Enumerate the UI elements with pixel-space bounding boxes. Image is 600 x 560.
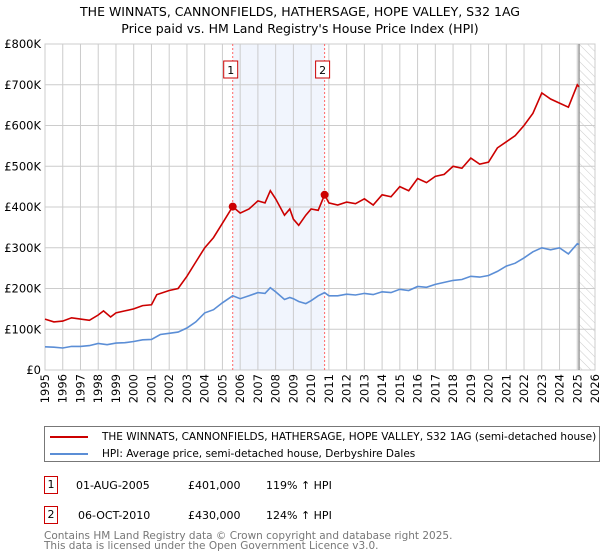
x-tick-label: 2025	[570, 374, 584, 403]
x-tick-label: 2008	[269, 374, 283, 403]
y-tick-label: £500K	[4, 159, 41, 173]
sale-row: 1 01-AUG-2005 £401,000 119% ↑ HPI	[44, 476, 332, 494]
x-tick-label: 2020	[482, 374, 496, 403]
x-tick-label: 2022	[517, 374, 531, 403]
x-tick-label: 2001	[144, 374, 158, 403]
hpi-line	[44, 242, 580, 349]
x-tick-label: 2007	[251, 374, 265, 403]
footer-line: Contains HM Land Registry data © Crown c…	[44, 530, 453, 542]
sale-point	[320, 190, 329, 199]
x-tick-label: 2024	[553, 374, 567, 403]
sale-date: 06-OCT-2010	[78, 508, 151, 522]
x-tick-label: 2000	[127, 374, 141, 403]
x-tick-label: 1997	[73, 374, 87, 403]
x-tick-label: 2018	[446, 374, 460, 403]
sale-marker: 1	[44, 476, 58, 494]
subtitle-line: Price paid vs. HM Land Registry's House …	[121, 21, 479, 36]
legend-label: HPI: Average price, semi-detached house,…	[102, 448, 416, 460]
x-tick-label: 2010	[304, 374, 318, 403]
x-tick-label: 2004	[198, 374, 212, 403]
legend-swatch-blue	[50, 453, 88, 455]
x-tick-label: 2011	[322, 374, 336, 403]
legend-item-property: THE WINNATS, CANNONFIELDS, HATHERSAGE, H…	[50, 431, 596, 443]
y-tick-label: £800K	[4, 37, 41, 51]
sale-hpi: 124% ↑ HPI	[266, 508, 332, 522]
sale-point	[228, 202, 237, 211]
property-price-line	[44, 83, 580, 323]
x-tick-label: 2015	[393, 374, 407, 403]
y-tick-label: £400K	[4, 200, 41, 214]
x-tick-label: 1996	[56, 374, 70, 403]
footer-line: This data is licensed under the Open Gov…	[44, 540, 379, 552]
x-tick-label: 2023	[535, 374, 549, 403]
legend: THE WINNATS, CANNONFIELDS, HATHERSAGE, H…	[44, 426, 600, 462]
x-tick-label: 1995	[38, 374, 52, 403]
sale-label: 2	[319, 64, 326, 77]
x-tick-label: 2006	[233, 374, 247, 403]
x-tick-label: 2013	[357, 374, 371, 403]
x-tick-label: 2026	[588, 374, 600, 403]
x-tick-label: 2002	[162, 374, 176, 403]
footer: Contains HM Land Registry data © Crown c…	[44, 530, 453, 552]
sale-price: £401,000	[188, 478, 241, 492]
x-tick-label: 2017	[428, 374, 442, 403]
y-tick-label: £600K	[4, 119, 41, 133]
sale-hpi: 119% ↑ HPI	[266, 478, 332, 492]
x-tick-label: 2009	[286, 374, 300, 403]
sale-row: 2 06-OCT-2010 £430,000 124% ↑ HPI	[44, 506, 332, 524]
x-tick-label: 2021	[499, 374, 513, 403]
title-line: THE WINNATS, CANNONFIELDS, HATHERSAGE, H…	[80, 4, 520, 19]
sale-label-box	[315, 60, 331, 79]
x-tick-label: 2016	[411, 374, 425, 403]
x-tick-label: 1998	[91, 374, 105, 403]
sale-marker: 2	[44, 506, 58, 524]
sale-label: 1	[227, 64, 234, 77]
y-tick-label: £200K	[4, 282, 41, 296]
price-chart: 1995 1996 1997 1998 1999 2000 2001 2002 2003 2004…	[4, 37, 600, 403]
legend-swatch-red	[50, 436, 88, 438]
x-tick-label: 2019	[464, 374, 478, 403]
sale-label-box	[223, 60, 239, 79]
x-tick-label: 2005	[215, 374, 229, 403]
y-tick-label: £100K	[4, 322, 41, 336]
y-tick-label: £700K	[4, 78, 41, 92]
legend-item-hpi: HPI: Average price, semi-detached house,…	[50, 448, 415, 460]
y-tick-label: £0	[26, 363, 41, 377]
y-tick-label: £300K	[4, 241, 41, 255]
x-tick-label: 2003	[180, 374, 194, 403]
sale-price: £430,000	[188, 508, 241, 522]
x-tick-label: 2012	[340, 374, 354, 403]
x-tick-label: 2014	[375, 374, 389, 403]
sale-date: 01-AUG-2005	[76, 478, 150, 492]
chart-title: THE WINNATS, CANNONFIELDS, HATHERSAGE, H…	[0, 3, 600, 37]
x-tick-label: 1999	[109, 374, 123, 403]
legend-label: THE WINNATS, CANNONFIELDS, HATHERSAGE, H…	[102, 431, 597, 443]
